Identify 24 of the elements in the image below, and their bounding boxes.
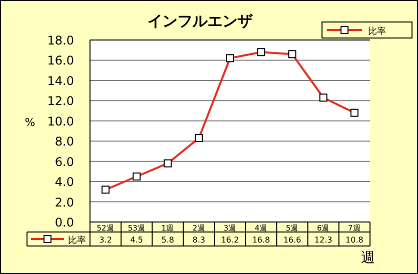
data-label: 8.3	[192, 236, 206, 244]
y-tick-label: 12.0	[47, 94, 74, 108]
data-label: 16.2	[221, 236, 239, 244]
data-label: 16.8	[252, 236, 270, 244]
y-tick-label: 14.0	[47, 74, 74, 88]
y-tick-label: 2.0	[54, 195, 74, 210]
legend-label: 比率	[368, 26, 386, 37]
y-tick-label: 8.0	[54, 134, 74, 149]
text: 比率	[68, 236, 86, 246]
y-tick-label: 4.0	[54, 175, 74, 190]
chart-title: インフルエンザ	[148, 12, 254, 30]
y-tick-label: 0.0	[54, 216, 74, 230]
x-axis-title: 週	[361, 250, 375, 266]
y-tick-label: 16.0	[47, 54, 74, 68]
y-axis-title: %	[24, 116, 36, 129]
y-tick-label: 6.0	[54, 154, 74, 169]
y-tick-label: 10.0	[47, 114, 74, 128]
data-label: 3.2	[99, 236, 112, 244]
data-label: 12.3	[314, 236, 332, 244]
data-label: 16.6	[283, 236, 302, 244]
data-label: 10.8	[346, 236, 364, 244]
data-label: 5.8	[161, 236, 174, 244]
data-label: 4.5	[130, 236, 144, 244]
y-tick-label: 18.0	[47, 34, 74, 48]
